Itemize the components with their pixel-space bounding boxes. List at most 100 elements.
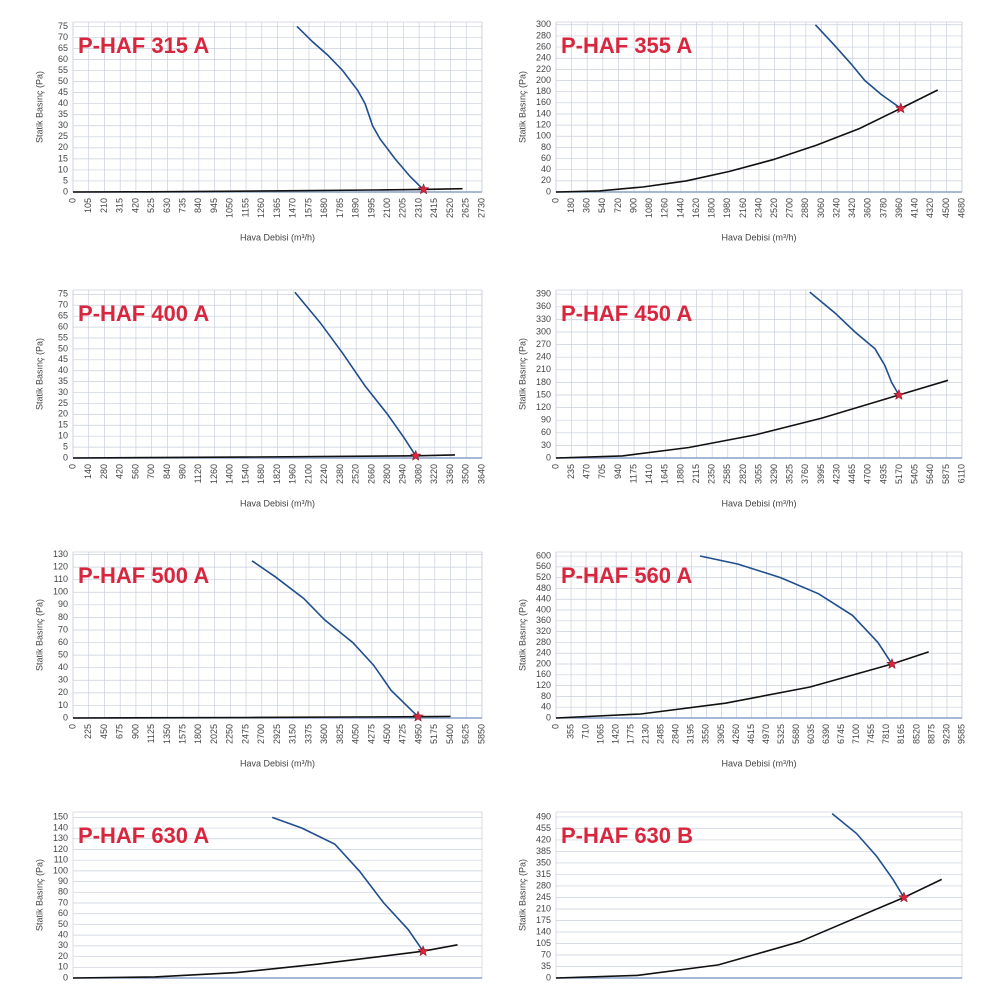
curve	[72, 944, 458, 979]
y-tick-label: 10	[58, 164, 68, 174]
curve	[831, 812, 905, 898]
operating-point	[417, 183, 430, 195]
x-tick-label: 2940	[398, 464, 408, 484]
operating-point	[892, 388, 905, 400]
x-tick-label: 420	[130, 198, 140, 213]
y-tick-label: 20	[58, 142, 68, 152]
y-tick-label: 440	[536, 594, 551, 604]
y-tick-label: 80	[58, 887, 68, 897]
x-tick-label: 0	[550, 724, 560, 729]
y-tick-label: 420	[536, 834, 551, 844]
y-tick-label: 315	[536, 869, 551, 879]
y-tick-label: 50	[58, 649, 68, 659]
y-tick-label: 80	[58, 612, 68, 622]
y-tick-label: 30	[541, 440, 551, 450]
y-tick-label: 40	[541, 164, 551, 174]
x-tick-label: 2250	[225, 724, 235, 744]
y-tick-label: 120	[53, 844, 68, 854]
x-tick-label: 4680	[956, 198, 966, 218]
x-tick-label: 5680	[791, 724, 801, 744]
y-tick-label: 600	[536, 550, 551, 560]
x-tick-label: 2025	[209, 724, 219, 744]
x-tick-label: 710	[580, 724, 590, 739]
x-tick-label: 1785	[335, 198, 345, 218]
y-tick-label: 200	[536, 75, 551, 85]
x-tick-label: 980	[177, 464, 187, 479]
y-axis-label: Statik Basınç (Pa)	[34, 859, 44, 931]
y-tick-label: 140	[53, 822, 68, 832]
x-tick-label: 840	[162, 464, 172, 479]
x-tick-label: 1420	[611, 724, 621, 744]
x-tick-label: 3525	[785, 464, 795, 484]
chart-title: P-HAF 630 B	[561, 823, 693, 848]
x-tick-label: 5175	[429, 724, 439, 744]
x-tick-label: 1350	[162, 724, 172, 744]
x-tick-label: 5170	[894, 464, 904, 484]
y-axis-label: Statik Basınç (Pa)	[34, 338, 44, 410]
x-tick-label: 1960	[288, 464, 298, 484]
x-tick-label: 3600	[863, 198, 873, 218]
curve	[699, 555, 893, 665]
x-tick-label: 5325	[776, 724, 786, 744]
x-tick-label: 0	[550, 198, 560, 203]
x-tick-label: 2415	[429, 198, 439, 218]
y-tick-label: 0	[546, 186, 551, 196]
x-tick-label: 7810	[881, 724, 891, 744]
curve	[814, 24, 902, 110]
x-tick-label: 8520	[911, 724, 921, 744]
x-tick-label: 1410	[644, 464, 654, 484]
y-tick-label: 0	[63, 712, 68, 722]
y-tick-label: 50	[58, 76, 68, 86]
x-tick-label: 2340	[753, 198, 763, 218]
x-tick-label: 2730	[476, 198, 486, 218]
x-tick-label: 3600	[319, 724, 329, 744]
x-tick-label: 1050	[225, 198, 235, 218]
x-tick-label: 7100	[851, 724, 861, 744]
curve	[296, 25, 425, 191]
y-tick-label: 0	[546, 452, 551, 462]
operating-point	[886, 657, 898, 670]
y-tick-label: 120	[53, 561, 68, 571]
x-tick-label: 3375	[303, 724, 313, 744]
y-tick-label: 0	[63, 452, 68, 462]
x-tick-label: 1260	[660, 198, 670, 218]
x-tick-label: 2310	[413, 198, 423, 218]
x-tick-label: 4465	[847, 464, 857, 484]
y-tick-label: 150	[53, 812, 68, 822]
y-tick-label: 110	[54, 574, 68, 584]
x-tick-label: 3825	[335, 724, 345, 744]
x-tick-label: 1540	[240, 464, 250, 484]
x-axis-label: Hava Debisi (m³/h)	[240, 498, 315, 508]
x-tick-label: 2520	[769, 198, 779, 218]
x-tick-label: 5625	[461, 724, 471, 744]
x-tick-label: 2585	[722, 464, 732, 484]
x-tick-label: 3290	[769, 464, 779, 484]
y-tick-label: 70	[541, 949, 551, 959]
x-tick-label: 450	[99, 724, 109, 739]
y-tick-label: 130	[53, 549, 68, 559]
x-tick-label: 360	[582, 198, 592, 213]
y-tick-label: 30	[58, 675, 68, 685]
x-tick-label: 2700	[256, 724, 266, 744]
chart-title: P-HAF 315 A	[78, 33, 209, 58]
y-tick-label: 200	[536, 658, 551, 668]
y-tick-label: 390	[536, 289, 551, 299]
x-tick-label: 840	[193, 198, 203, 213]
y-tick-label: 25	[58, 131, 68, 141]
y-tick-label: 20	[541, 175, 551, 185]
y-tick-label: 25	[58, 398, 68, 408]
y-tick-label: 80	[541, 691, 551, 701]
y-tick-label: 20	[58, 687, 68, 697]
y-tick-label: 75	[58, 21, 68, 31]
y-tick-label: 0	[63, 186, 68, 196]
operating-point	[409, 449, 422, 461]
x-tick-label: 2520	[351, 464, 361, 484]
x-tick-label: 2100	[382, 198, 392, 218]
y-tick-label: 160	[536, 669, 551, 679]
curve	[555, 651, 929, 719]
x-tick-label: 1175	[628, 464, 638, 483]
y-tick-label: 350	[536, 857, 551, 867]
plot-area	[555, 551, 963, 719]
x-tick-label: 2700	[785, 198, 795, 218]
y-axis-label: Statik Basınç (Pa)	[517, 338, 527, 410]
